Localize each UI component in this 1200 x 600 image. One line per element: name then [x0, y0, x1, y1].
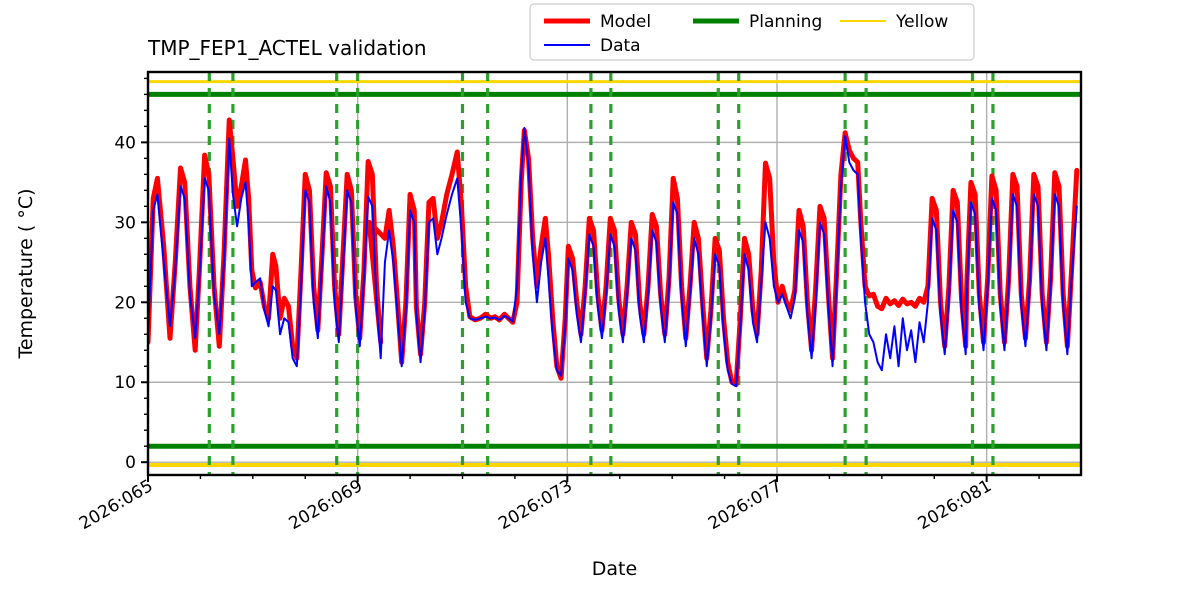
threshold-lines: [148, 80, 1081, 468]
data-series: [148, 117, 1080, 388]
y-tick-labels: 0 10 20 30 40: [114, 133, 136, 473]
y-tick-label: 20: [114, 293, 136, 313]
legend-box: [529, 3, 975, 61]
axes-spines: [146, 70, 1083, 477]
axes-background: [148, 72, 1081, 475]
y-tick-label: 30: [114, 213, 136, 233]
chart-legend[interactable]: Model Data Planning Yellow: [529, 3, 975, 61]
series-line-data: [148, 126, 1078, 388]
y-tick-label: 40: [114, 133, 136, 153]
y-tick-label: 10: [114, 373, 136, 393]
x-axis-title: Date: [592, 558, 637, 580]
legend-label-model: Model: [600, 12, 651, 32]
chart-title: TMP_FEP1_ACTEL validation: [147, 36, 427, 60]
legend-label-yellow: Yellow: [895, 12, 948, 32]
legend-label-data: Data: [600, 36, 641, 56]
y-tick-label: 0: [125, 453, 136, 473]
y-axis-title: Temperature ( °C): [15, 188, 37, 359]
legend-label-planning: Planning: [749, 12, 822, 32]
